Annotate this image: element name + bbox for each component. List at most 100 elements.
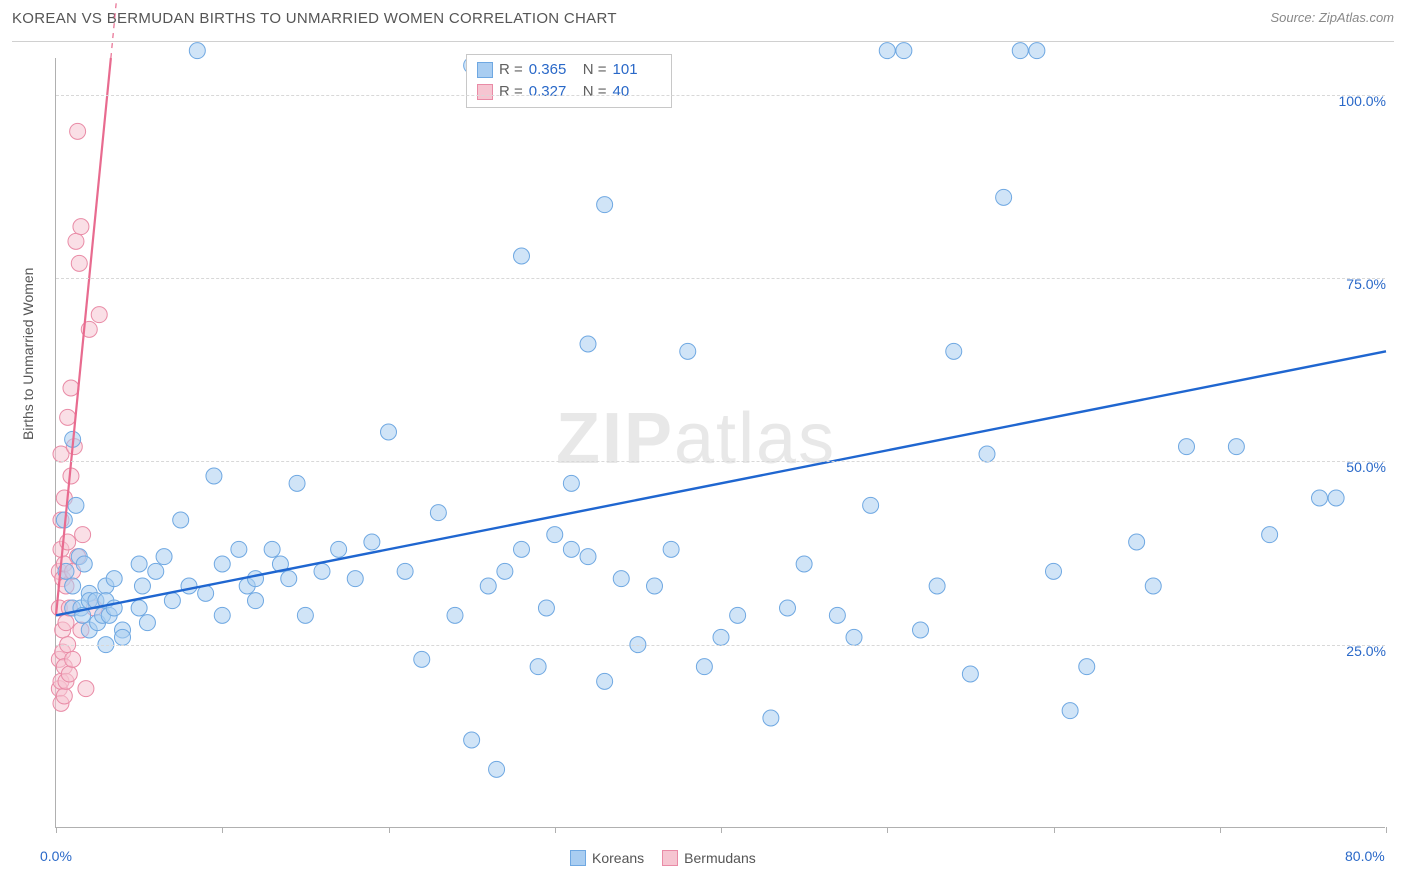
plot-svg — [56, 58, 1385, 827]
data-point — [946, 343, 962, 359]
data-point — [464, 732, 480, 748]
data-point — [696, 659, 712, 675]
data-point — [76, 556, 92, 572]
legend-item-bermudans: Bermudans — [662, 850, 756, 866]
data-point — [1129, 534, 1145, 550]
data-point — [281, 571, 297, 587]
data-point — [447, 607, 463, 623]
data-point — [1062, 703, 1078, 719]
data-point — [730, 607, 746, 623]
data-point — [78, 681, 94, 697]
data-point — [1145, 578, 1161, 594]
data-point — [56, 688, 72, 704]
data-point — [65, 578, 81, 594]
data-point — [106, 571, 122, 587]
legend-item-koreans: Koreans — [570, 850, 644, 866]
data-point — [780, 600, 796, 616]
data-point — [713, 629, 729, 645]
trend-line — [56, 351, 1386, 615]
data-point — [71, 255, 87, 271]
data-point — [796, 556, 812, 572]
data-point — [139, 615, 155, 631]
data-point — [131, 600, 147, 616]
r-label: R = — [499, 81, 523, 103]
data-point — [430, 505, 446, 521]
data-point — [331, 541, 347, 557]
n-label: N = — [583, 81, 607, 103]
data-point — [846, 629, 862, 645]
y-tick-label: 50.0% — [1326, 459, 1386, 475]
data-point — [597, 673, 613, 689]
data-point — [68, 233, 84, 249]
data-point — [397, 563, 413, 579]
x-tick — [389, 827, 390, 833]
data-point — [148, 563, 164, 579]
data-point — [979, 446, 995, 462]
legend-row-blue: R = 0.365 N = 101 — [477, 59, 661, 81]
data-point — [214, 556, 230, 572]
data-point — [75, 527, 91, 543]
data-point — [156, 549, 172, 565]
data-point — [231, 541, 247, 557]
data-point — [829, 607, 845, 623]
y-tick-label: 25.0% — [1326, 643, 1386, 659]
y-tick-label: 75.0% — [1326, 276, 1386, 292]
data-point — [134, 578, 150, 594]
data-point — [863, 497, 879, 513]
swatch-pink-icon — [662, 850, 678, 866]
data-point — [248, 593, 264, 609]
data-point — [563, 541, 579, 557]
n-value-blue: 101 — [613, 59, 661, 81]
data-point — [1328, 490, 1344, 506]
data-point — [131, 556, 147, 572]
data-point — [514, 248, 530, 264]
data-point — [206, 468, 222, 484]
data-point — [680, 343, 696, 359]
data-point — [580, 336, 596, 352]
data-point — [996, 189, 1012, 205]
data-point — [538, 600, 554, 616]
x-tick — [555, 827, 556, 833]
data-point — [896, 43, 912, 59]
gridline — [56, 645, 1385, 646]
data-point — [879, 43, 895, 59]
x-tick — [721, 827, 722, 833]
legend-row-pink: R = 0.327 N = 40 — [477, 81, 661, 103]
data-point — [1046, 563, 1062, 579]
data-point — [1079, 659, 1095, 675]
gridline — [56, 278, 1385, 279]
data-point — [547, 527, 563, 543]
y-axis-label: Births to Unmarried Women — [20, 268, 36, 440]
data-point — [189, 43, 205, 59]
y-tick-label: 100.0% — [1326, 93, 1386, 109]
legend-label-bermudans: Bermudans — [684, 850, 756, 866]
data-point — [347, 571, 363, 587]
data-point — [514, 541, 530, 557]
data-point — [214, 607, 230, 623]
data-point — [1262, 527, 1278, 543]
swatch-pink-icon — [477, 84, 493, 100]
data-point — [647, 578, 663, 594]
data-point — [1179, 439, 1195, 455]
data-point — [314, 563, 330, 579]
swatch-blue-icon — [477, 62, 493, 78]
data-point — [63, 380, 79, 396]
x-tick — [1386, 827, 1387, 833]
data-point — [597, 197, 613, 213]
data-point — [663, 541, 679, 557]
gridline — [56, 95, 1385, 96]
x-axis-min-label: 0.0% — [40, 848, 72, 864]
data-point — [563, 475, 579, 491]
data-point — [1228, 439, 1244, 455]
title-bar: KOREAN VS BERMUDAN BIRTHS TO UNMARRIED W… — [12, 10, 1394, 42]
data-point — [763, 710, 779, 726]
data-point — [480, 578, 496, 594]
swatch-blue-icon — [570, 850, 586, 866]
legend-correlation: R = 0.365 N = 101 R = 0.327 N = 40 — [466, 54, 672, 108]
data-point — [68, 497, 84, 513]
data-point — [91, 307, 107, 323]
chart-container: KOREAN VS BERMUDAN BIRTHS TO UNMARRIED W… — [0, 0, 1406, 892]
n-label: N = — [583, 59, 607, 81]
data-point — [115, 629, 131, 645]
data-point — [1029, 43, 1045, 59]
